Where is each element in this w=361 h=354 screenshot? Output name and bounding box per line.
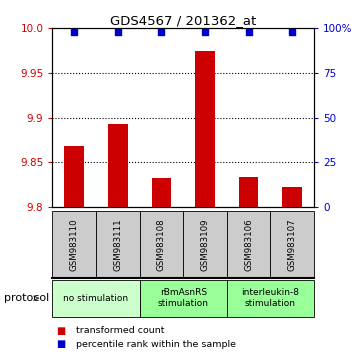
Text: GSM983107: GSM983107 bbox=[288, 218, 297, 270]
Text: no stimulation: no stimulation bbox=[64, 294, 129, 303]
Title: GDS4567 / 201362_at: GDS4567 / 201362_at bbox=[110, 14, 256, 27]
Point bbox=[290, 29, 295, 35]
Text: protocol: protocol bbox=[4, 293, 49, 303]
Bar bbox=[108, 124, 127, 207]
Point bbox=[202, 29, 208, 35]
Text: GSM983106: GSM983106 bbox=[244, 218, 253, 270]
Bar bbox=[195, 51, 215, 207]
Text: GSM983109: GSM983109 bbox=[200, 218, 209, 270]
Text: ■: ■ bbox=[56, 339, 65, 349]
Text: GSM983111: GSM983111 bbox=[113, 218, 122, 270]
Text: GSM983110: GSM983110 bbox=[70, 218, 79, 270]
Point bbox=[158, 29, 164, 35]
Point bbox=[246, 29, 252, 35]
Text: percentile rank within the sample: percentile rank within the sample bbox=[76, 340, 236, 349]
Text: rBmAsnRS
stimulation: rBmAsnRS stimulation bbox=[158, 288, 209, 308]
Point bbox=[115, 29, 121, 35]
Bar bbox=[152, 178, 171, 207]
Bar bbox=[64, 146, 84, 207]
Text: transformed count: transformed count bbox=[76, 326, 164, 336]
Bar bbox=[282, 187, 302, 207]
Text: interleukin-8
stimulation: interleukin-8 stimulation bbox=[242, 288, 299, 308]
Bar bbox=[239, 177, 258, 207]
Text: GSM983108: GSM983108 bbox=[157, 218, 166, 270]
Text: ■: ■ bbox=[56, 326, 65, 336]
Point bbox=[71, 29, 77, 35]
